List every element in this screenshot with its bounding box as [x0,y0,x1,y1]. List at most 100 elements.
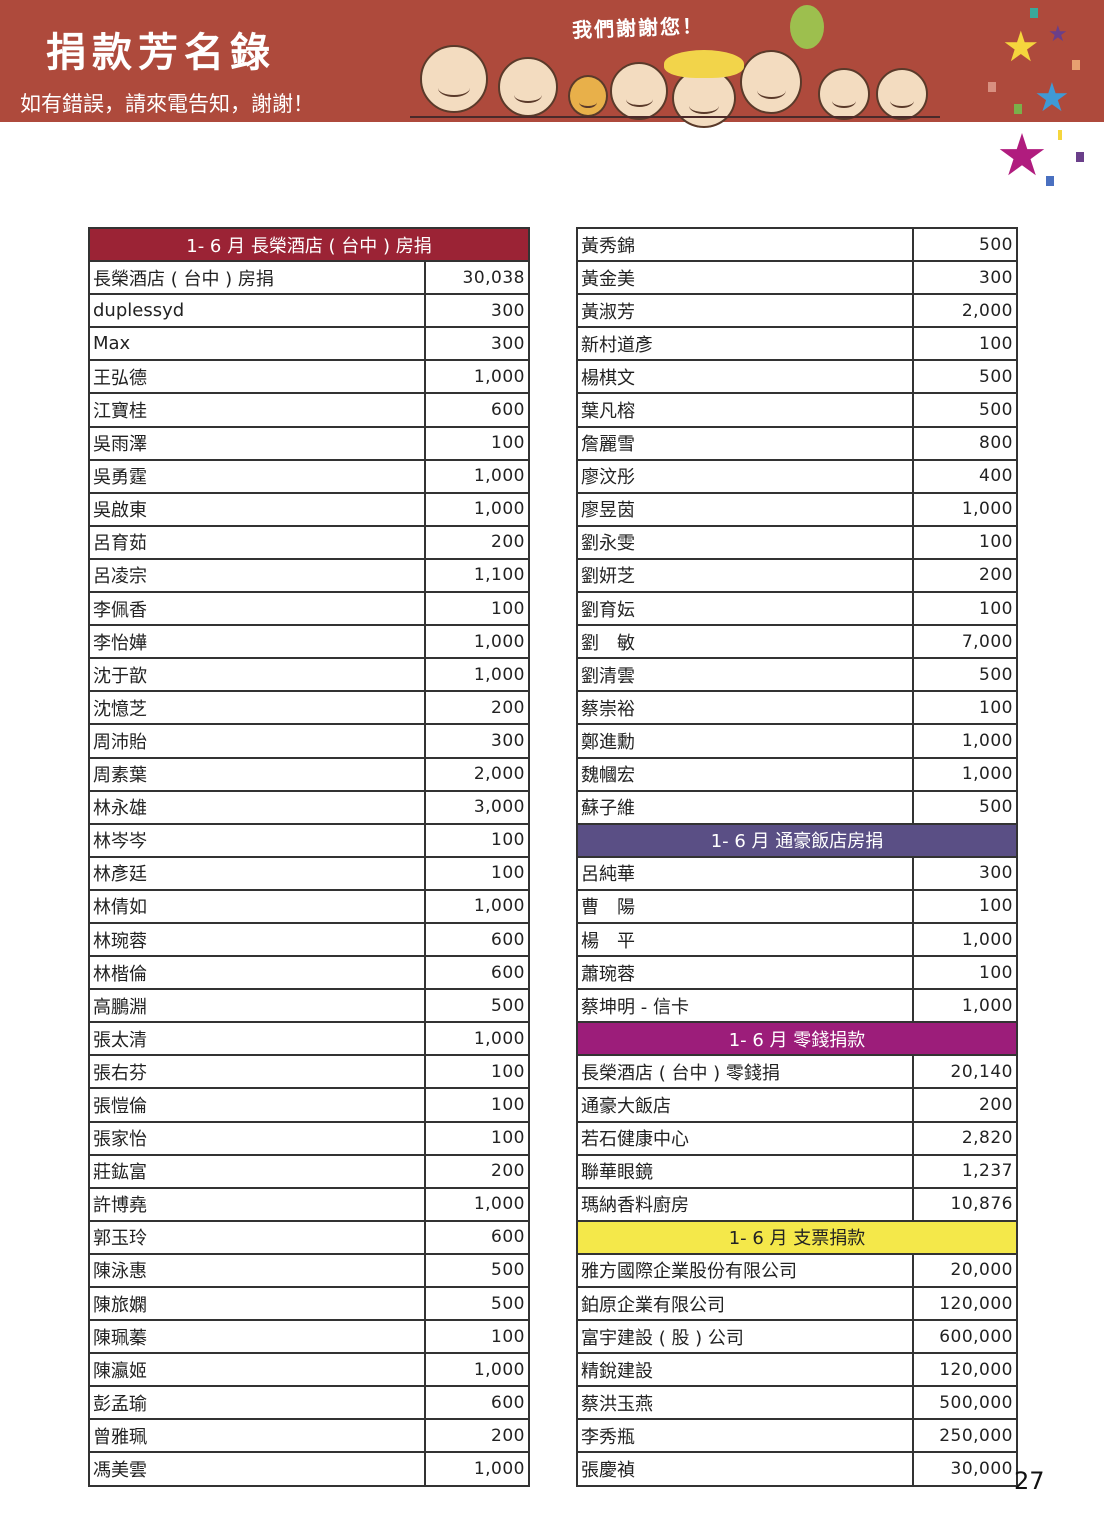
donation-amount: 100 [912,888,1018,924]
donation-amount: 500 [912,657,1018,693]
donor-name: 通豪大飯店 [576,1087,914,1123]
donation-amount: 30,038 [424,260,530,296]
donor-name: 蘇子維 [576,789,914,825]
donor-row: 張右芬 100 [88,1054,530,1090]
donation-amount: 400 [912,458,1018,494]
donor-name: 張太清 [88,1021,426,1057]
donor-row: 劉清雲 500 [576,657,1018,693]
donation-amount: 3,000 [424,789,530,825]
donation-amount: 100 [912,955,1018,991]
donor-name: 蔡崇裕 [576,690,914,726]
donor-name: 許博堯 [88,1186,426,1222]
donor-row: 沈憶芝 200 [88,690,530,726]
donor-row: 林岑岑 100 [88,822,530,858]
donor-name: 郭玉玲 [88,1219,426,1255]
donor-name: 曹 陽 [576,888,914,924]
donor-row: 若石健康中心 2,820 [576,1120,1018,1156]
donation-amount: 1,000 [912,756,1018,792]
donor-name: 李佩香 [88,591,426,627]
donor-row: 詹麗雪 800 [576,425,1018,461]
donation-amount: 600 [424,392,530,428]
section-title: 1- 6 月 支票捐款 [576,1219,1018,1255]
donor-name: 鉑原企業有限公司 [576,1285,914,1322]
donor-row: 蔡坤明 - 信卡 1,000 [576,988,1018,1024]
donor-name: duplessyd [88,293,426,329]
donor-name: 長榮酒店 ( 台中 ) 零錢捐 [576,1054,914,1090]
donor-row: 江寶桂 600 [88,392,530,428]
donor-name: 劉妍芝 [576,557,914,594]
donor-row: 黃金美 300 [576,260,1018,296]
donation-amount: 600 [424,1219,530,1255]
donor-name: 張慶禎 [576,1451,914,1487]
section-header-row: 1- 6 月 零錢捐款 [576,1021,1018,1057]
donation-amount: 2,000 [912,293,1018,329]
donor-name: 蔡坤明 - 信卡 [576,988,914,1024]
donor-row: 王弘德 1,000 [88,359,530,395]
donor-row: 馮美雲 1,000 [88,1451,530,1487]
donation-amount: 500 [912,226,1018,263]
donor-row: 李怡嬅 1,000 [88,624,530,660]
donor-name: 吳雨澤 [88,425,426,461]
donor-name: 李怡嬅 [88,624,426,660]
donor-row: 陳瀛姬 1,000 [88,1352,530,1388]
donor-name: 楊棋文 [576,359,914,395]
donation-amount: 600 [424,921,530,958]
donor-row: 沈于歆 1,000 [88,657,530,693]
donor-row: 張愷倫 100 [88,1087,530,1123]
donor-name: 吳勇霆 [88,458,426,494]
donor-row: 鉑原企業有限公司 120,000 [576,1285,1018,1322]
donor-name: 王弘德 [88,359,426,395]
donor-row: Max 300 [88,326,530,362]
donor-row: 長榮酒店 ( 台中 ) 零錢捐 20,140 [576,1054,1018,1090]
donor-row: 吳勇霆 1,000 [88,458,530,494]
donor-row: 林倩如 1,000 [88,888,530,924]
donation-amount: 1,000 [424,491,530,527]
donation-amount: 100 [912,690,1018,726]
donor-row: 劉永雯 100 [576,524,1018,560]
donation-amount: 300 [912,260,1018,296]
donor-row: 曾雅珮 200 [88,1418,530,1454]
donation-amount: 600 [424,1385,530,1421]
donor-row: 陳旅嫻 500 [88,1285,530,1322]
donor-name: 劉 敏 [576,624,914,660]
donor-row: 張慶禎 30,000 [576,1451,1018,1487]
donation-amount: 1,000 [912,491,1018,527]
right-donation-table: 黃秀錦 500 黃金美 300 黃淑芳 2,000 新村道彥 100 楊棋文 500 葉凡榕 500 詹… [576,226,1018,1487]
donor-name: 若石健康中心 [576,1120,914,1156]
donor-name: 詹麗雪 [576,425,914,461]
donor-name: 彭孟瑜 [88,1385,426,1421]
donor-name: 廖汶彤 [576,458,914,494]
donor-name: 精銳建設 [576,1352,914,1388]
donor-row: 富宇建設 ( 股 ) 公司 600,000 [576,1319,1018,1355]
donation-amount: 1,237 [912,1153,1018,1189]
donor-name: 楊 平 [576,921,914,958]
donation-amount: 2,820 [912,1120,1018,1156]
donor-name: 聯華眼鏡 [576,1153,914,1189]
donation-amount: 500 [424,1285,530,1322]
donor-name: 林永雄 [88,789,426,825]
donation-amount: 500,000 [912,1385,1018,1421]
donation-amount: 300 [424,326,530,362]
donor-row: 陳珮蓁 100 [88,1319,530,1355]
donor-name: 周沛貽 [88,723,426,759]
donor-name: 劉育妘 [576,591,914,627]
donor-row: 葉凡榕 500 [576,392,1018,428]
donor-name: 沈于歆 [88,657,426,693]
donor-row: 廖汶彤 400 [576,458,1018,494]
donor-row: 林彥廷 100 [88,855,530,891]
donation-amount: 500 [424,1252,530,1289]
donor-name: 林琬蓉 [88,921,426,958]
donor-name: 莊鈜富 [88,1153,426,1189]
donation-amount: 500 [912,392,1018,428]
donation-amount: 1,000 [912,988,1018,1024]
donor-row: 鄭進勳 1,000 [576,723,1018,759]
donor-row: 瑪納香料廚房 10,876 [576,1186,1018,1222]
donor-row: 李佩香 100 [88,591,530,627]
donor-name: 新村道彥 [576,326,914,362]
donation-amount: 200 [912,557,1018,594]
donor-row: 周素葉 2,000 [88,756,530,792]
donor-name: 瑪納香料廚房 [576,1186,914,1222]
donor-row: duplessyd 300 [88,293,530,329]
donor-name: 蔡洪玉燕 [576,1385,914,1421]
donation-amount: 100 [424,1120,530,1156]
